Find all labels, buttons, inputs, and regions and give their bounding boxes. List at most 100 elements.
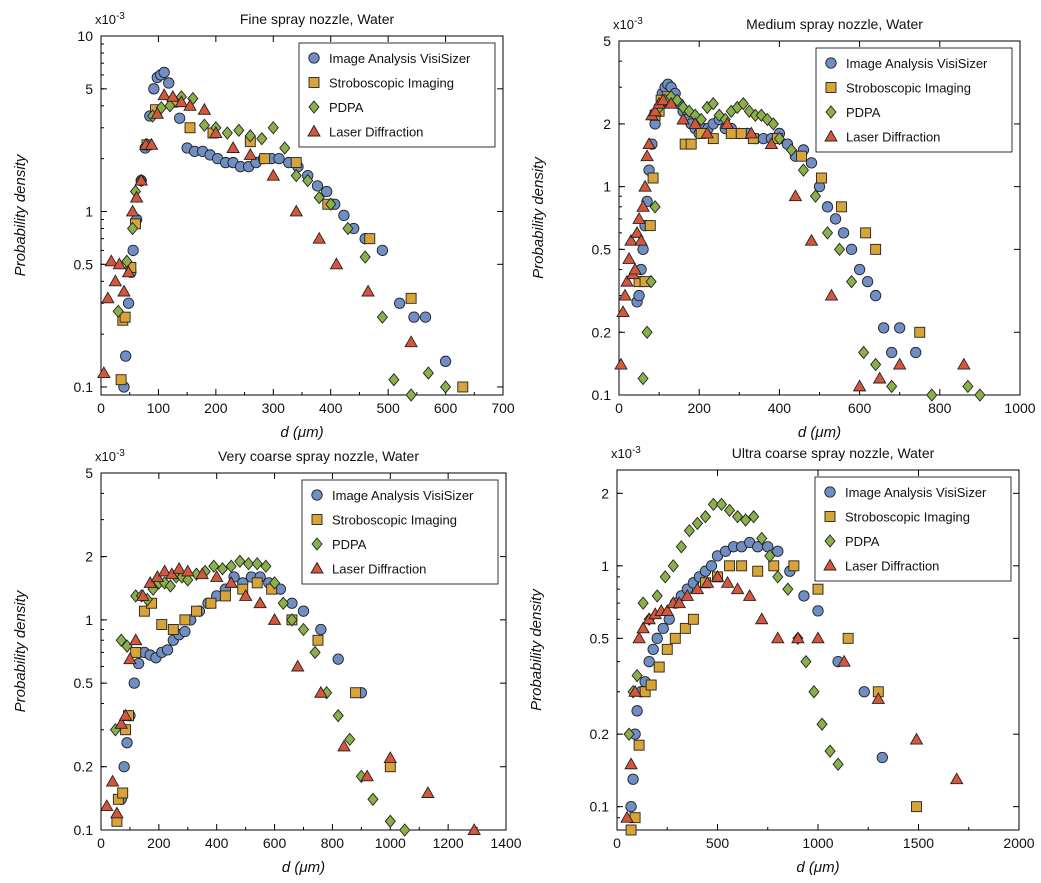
data-point-diamond	[645, 274, 657, 289]
data-point-triangle	[690, 582, 705, 595]
data-point-triangle	[157, 564, 172, 577]
x-tick-label: 1000	[1004, 400, 1035, 416]
data-point-triangle	[852, 379, 867, 392]
data-point-triangle	[624, 233, 638, 246]
data-point-circle	[163, 77, 175, 89]
series-triangle	[97, 88, 418, 379]
data-point-triangle	[824, 288, 839, 301]
legend-label: Stroboscopic Imaging	[332, 513, 457, 528]
data-point-square	[405, 292, 417, 304]
data-point-triangle	[100, 799, 114, 812]
data-point-triangle	[118, 708, 133, 721]
data-point-circle	[705, 560, 718, 572]
data-point-triangle	[754, 612, 769, 625]
data-point-circle	[633, 289, 645, 302]
data-point-diamond	[782, 582, 794, 596]
data-point-circle	[179, 625, 191, 638]
data-point-diamond	[764, 549, 776, 563]
data-point-triangle	[636, 199, 650, 212]
x-tick-label: 0	[615, 400, 623, 416]
legend-marker-diamond	[824, 534, 836, 548]
data-point-diamond	[256, 131, 268, 146]
data-point-diamond	[832, 757, 844, 771]
legend-marker-triangle	[310, 561, 324, 574]
data-point-circle	[174, 112, 186, 124]
data-point-square	[219, 590, 231, 602]
data-point-triangle	[337, 739, 351, 752]
data-point-diamond	[225, 559, 237, 573]
data-point-square	[911, 801, 922, 813]
y-exponent-label: x10-3	[95, 448, 125, 464]
data-point-diamond	[208, 559, 220, 573]
data-point-circle	[886, 346, 898, 359]
legend-marker-triangle	[307, 124, 321, 137]
data-point-triangle	[224, 575, 238, 588]
legend: Image Analysis VisiSizer Stroboscopic Ima…	[301, 479, 499, 585]
data-point-triangle	[656, 93, 670, 106]
x-tick-label: 500	[706, 835, 730, 851]
data-point-diamond	[773, 131, 785, 146]
data-point-triangle	[630, 225, 644, 238]
chart-title: Ultra coarse spray nozzle, Water	[732, 445, 935, 461]
y-exponent-label: x10-3	[613, 16, 643, 32]
data-point-circle	[798, 590, 810, 602]
data-point-circle	[128, 677, 140, 689]
legend-box	[815, 47, 1013, 153]
data-point-triangle	[97, 366, 111, 379]
legend: Image Analysis VisiSizer Stroboscopic Ima…	[298, 42, 496, 148]
data-point-diamond	[715, 497, 728, 512]
data-point-triangle	[289, 204, 304, 217]
data-point-diamond	[234, 554, 246, 569]
data-point-diamond	[126, 221, 139, 236]
y-tick-label: 1	[85, 612, 93, 628]
data-point-square	[259, 153, 271, 165]
data-point-square	[644, 220, 656, 232]
data-point-circle	[120, 350, 132, 362]
data-point-diamond	[785, 143, 798, 157]
data-point-triangle	[290, 659, 305, 672]
x-tick-label: 200	[147, 835, 171, 851]
data-point-diamond	[821, 226, 834, 240]
data-point-diamond	[737, 97, 749, 111]
y-tick-label: 2	[85, 549, 93, 565]
data-point-triangle	[226, 141, 240, 153]
data-point-circle	[393, 297, 406, 309]
data-point-square	[251, 577, 263, 589]
legend-marker-diamond	[311, 537, 323, 551]
data-point-triangle	[383, 751, 398, 763]
data-point-square	[384, 761, 396, 773]
data-point-circle	[637, 243, 649, 256]
data-point-circle	[439, 355, 452, 367]
data-point-square	[752, 565, 764, 577]
data-point-diamond	[233, 123, 245, 138]
data-point-triangle	[837, 654, 851, 667]
data-point-square	[364, 233, 376, 245]
y-tick-label: 0.1	[74, 822, 94, 838]
data-point-diamond	[631, 668, 643, 683]
data-point-diamond	[359, 250, 371, 264]
data-point-triangle	[648, 104, 662, 117]
x-tick-label: 100	[147, 400, 171, 416]
legend-marker-circle	[824, 486, 836, 498]
data-point-triangle	[121, 265, 136, 278]
y-axis-label: Probability density	[528, 588, 545, 711]
data-point-diamond	[732, 509, 744, 524]
data-point-diamond	[962, 379, 974, 394]
data-point-circle	[894, 322, 906, 334]
data-point-triangle	[174, 95, 189, 108]
data-point-triangle	[720, 117, 735, 129]
data-point-diamond	[290, 168, 302, 183]
data-point-triangle	[128, 633, 143, 646]
data-point-diamond	[675, 540, 687, 554]
data-point-square	[725, 127, 737, 139]
x-tick-label: 700	[491, 400, 515, 416]
data-point-circle	[821, 201, 834, 213]
data-point-triangle	[871, 692, 886, 704]
legend-marker-diamond	[308, 100, 320, 114]
x-axis-label: d (μm)	[796, 859, 839, 876]
data-point-square	[119, 311, 131, 323]
x-tick-label: 1500	[903, 835, 934, 851]
data-point-circle	[161, 644, 174, 656]
data-point-circle	[627, 773, 639, 785]
y-tick-label: 0.5	[590, 630, 610, 646]
